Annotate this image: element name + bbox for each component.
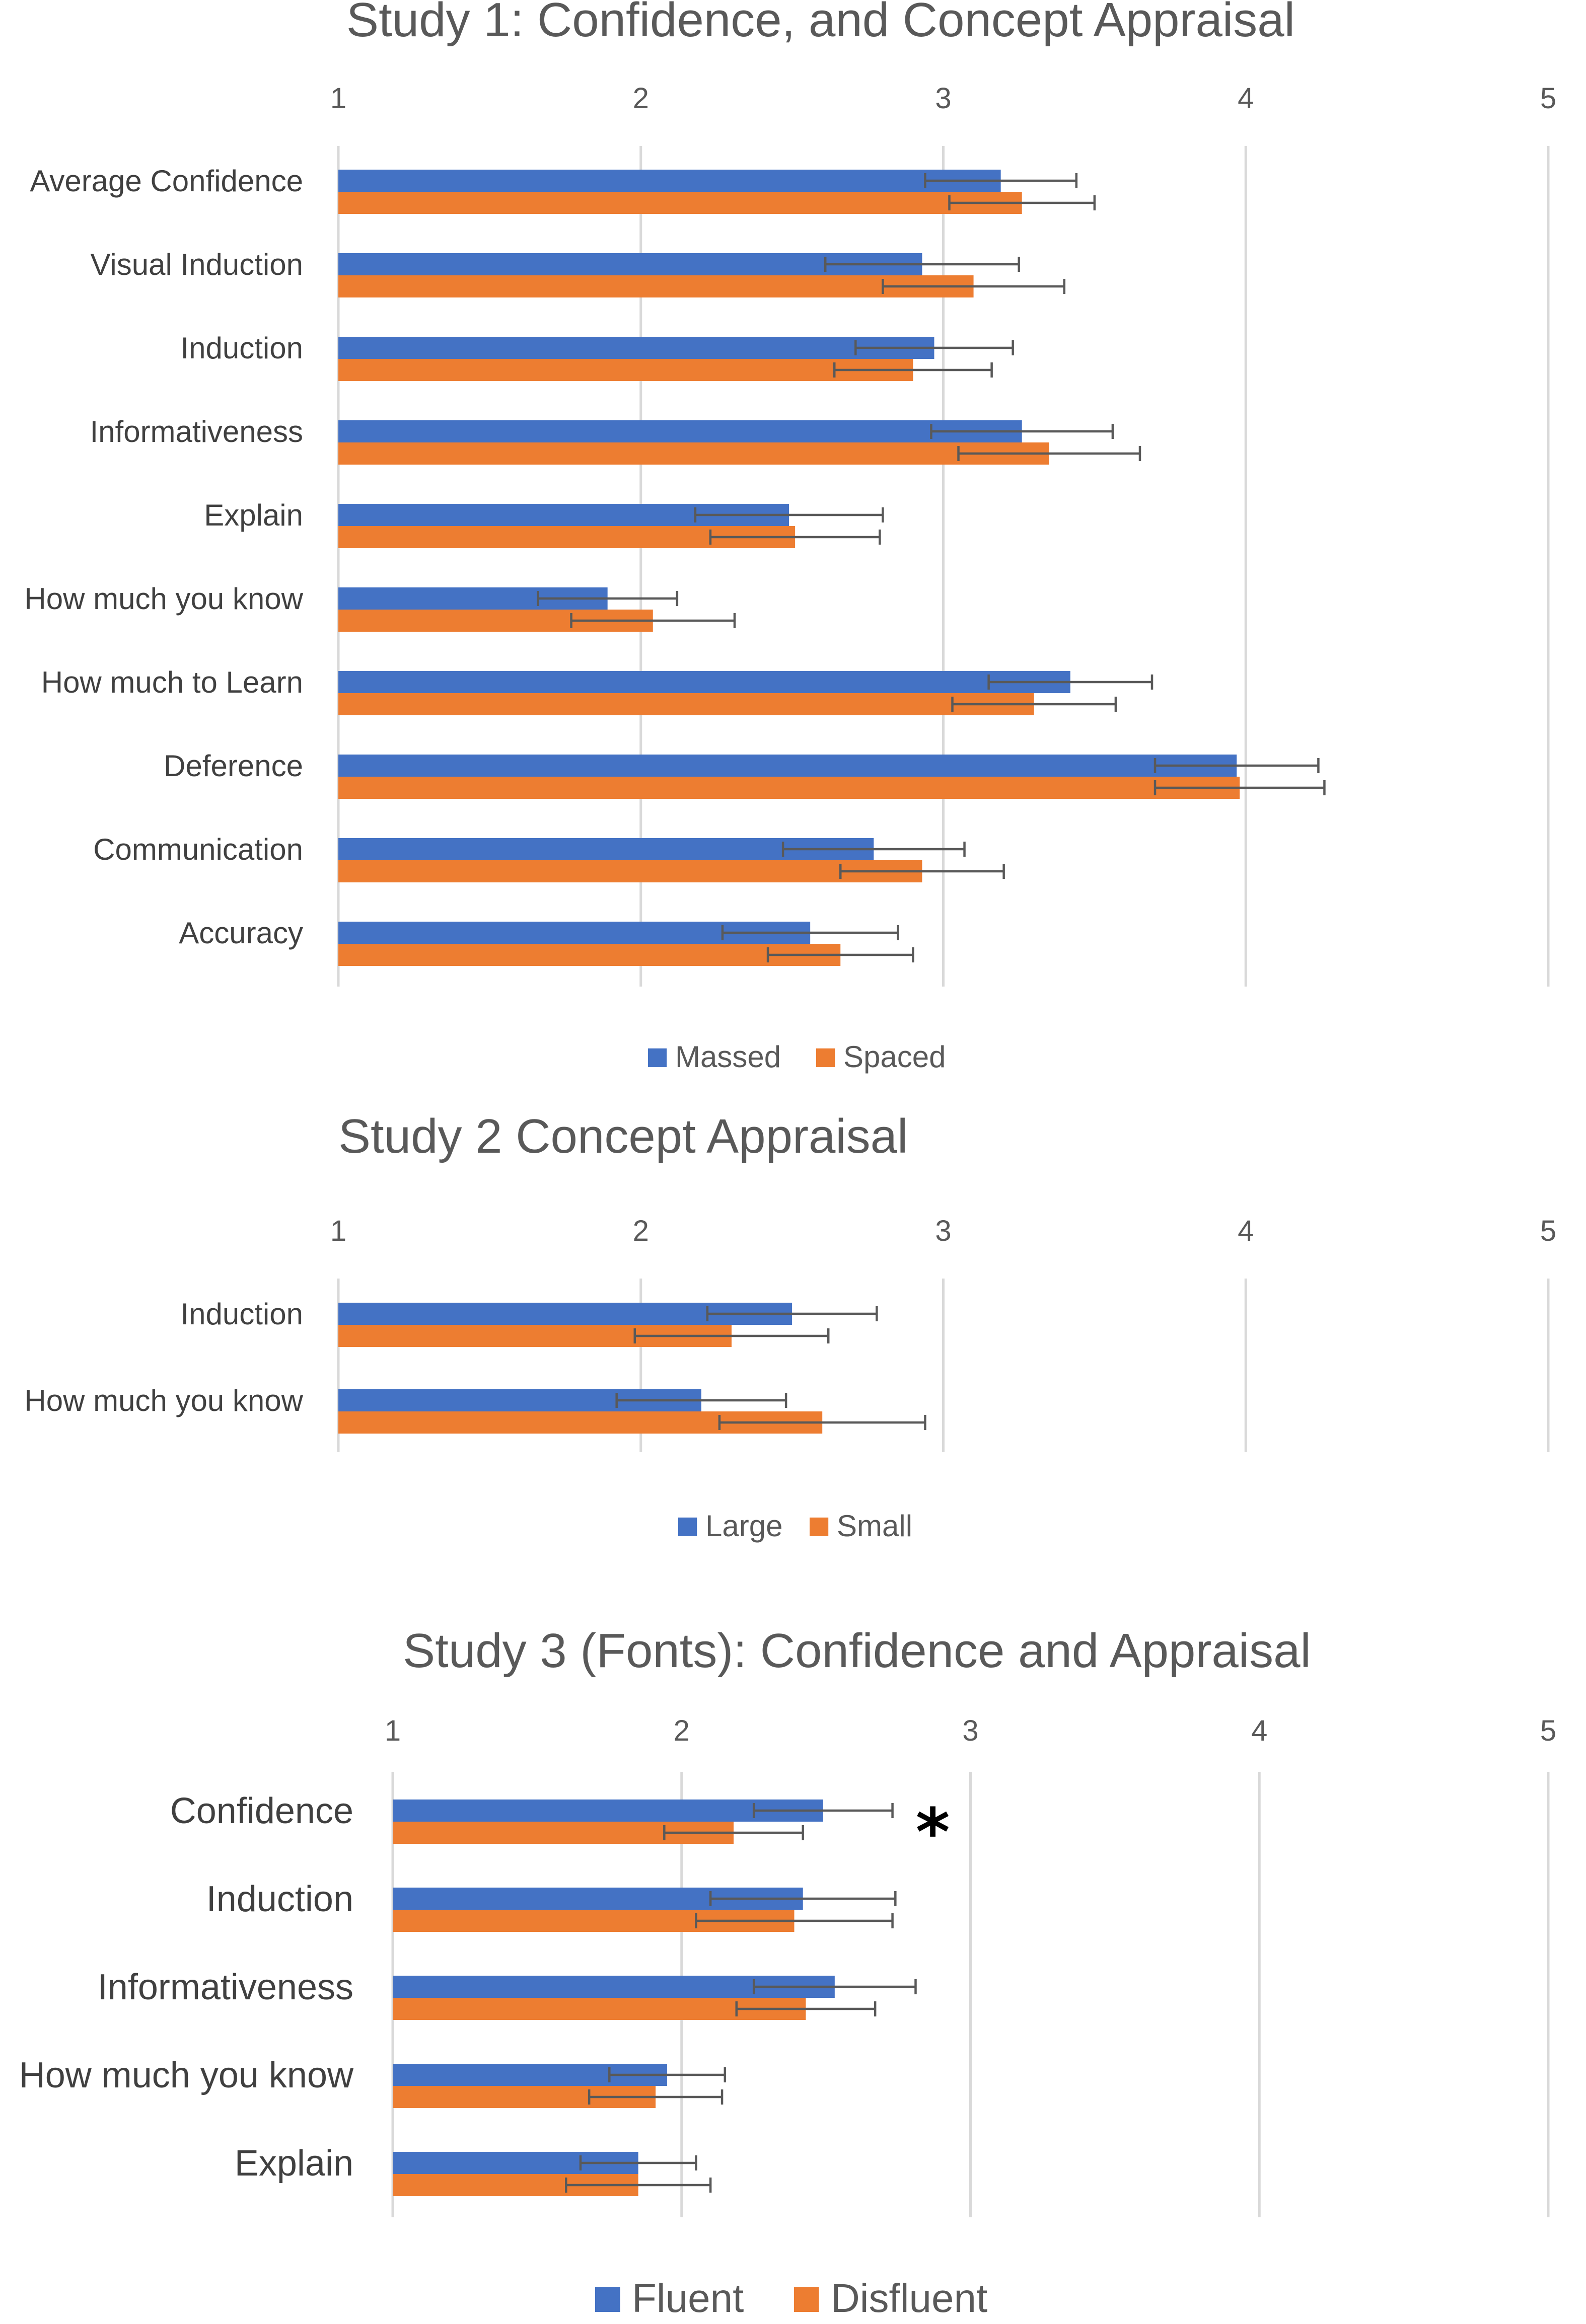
legend-label: Disfluent: [831, 2276, 987, 2320]
category-label: Communication: [93, 833, 303, 866]
category-label: Induction: [206, 1879, 353, 1919]
category-label: How much you know: [24, 1384, 303, 1417]
legend-swatch-disfluent: [794, 2287, 819, 2312]
bar-massed: [338, 420, 1022, 442]
category-label: Deference: [164, 749, 303, 783]
bar-spaced: [338, 693, 1034, 715]
bar-fluent: [393, 1800, 823, 1822]
category-label: Accuracy: [179, 916, 303, 950]
category-label: Explain: [204, 498, 303, 532]
category-label: Confidence: [170, 1791, 353, 1831]
category-label: How much to Learn: [41, 665, 303, 699]
chart-title: Study 3 (Fonts): Confidence and Appraisa…: [403, 1624, 1311, 1678]
category-label: Average Confidence: [30, 164, 303, 198]
x-tick-label: 5: [1540, 1215, 1556, 1247]
legend-swatch-spaced: [816, 1048, 835, 1067]
legend-label: Small: [837, 1509, 912, 1543]
x-tick-label: 4: [1238, 1215, 1254, 1247]
category-label: How much you know: [19, 2055, 354, 2095]
x-tick-label: 5: [1540, 82, 1556, 115]
bar-massed: [338, 755, 1237, 777]
legend-label: Fluent: [632, 2276, 744, 2320]
legend-swatch-fluent: [595, 2287, 620, 2312]
category-label: Visual Induction: [90, 248, 303, 281]
bar-spaced: [338, 442, 1049, 465]
bar-spaced: [338, 192, 1022, 214]
legend-swatch-small: [810, 1517, 829, 1536]
category-label: How much you know: [24, 582, 303, 616]
category-label: Explain: [235, 2143, 353, 2184]
x-tick-label: 4: [1238, 82, 1254, 115]
category-label: Informativeness: [90, 415, 303, 448]
x-tick-label: 1: [330, 82, 346, 115]
bar-massed: [338, 671, 1070, 693]
x-tick-label: 5: [1540, 1714, 1556, 1747]
chart-title: Study 1: Confidence, and Concept Apprais…: [346, 0, 1295, 47]
x-tick-label: 4: [1251, 1714, 1267, 1747]
category-label: Informativeness: [98, 1967, 353, 2007]
category-label: Induction: [180, 1297, 303, 1331]
bar-spaced: [338, 275, 974, 297]
chart-panel-2: Study 2 Concept Appraisal 1 2 3 4 5 Induction H…: [24, 1109, 1556, 1543]
category-label: Induction: [180, 331, 303, 365]
x-tick-label: 1: [330, 1215, 346, 1247]
chart-panel-1: Study 1: Confidence, and Concept Apprais…: [24, 0, 1556, 1074]
significance-marker: *: [916, 1794, 950, 1870]
legend-label: Large: [705, 1509, 782, 1543]
x-tick-label: 2: [633, 82, 649, 115]
x-tick-label: 2: [633, 1215, 649, 1247]
legend-label: Massed: [675, 1040, 781, 1074]
legend-label: Spaced: [843, 1040, 946, 1074]
legend-swatch-large: [678, 1517, 697, 1536]
bar-spaced: [338, 860, 922, 882]
chart-title: Study 2 Concept Appraisal: [338, 1109, 908, 1163]
bar-massed: [338, 170, 1001, 192]
bar-massed: [338, 337, 934, 359]
x-tick-label: 1: [385, 1714, 401, 1747]
bar-spaced: [338, 944, 841, 966]
x-tick-label: 3: [962, 1714, 978, 1747]
x-tick-label: 3: [935, 82, 951, 115]
legend-swatch-massed: [648, 1048, 667, 1067]
x-tick-label: 2: [674, 1714, 690, 1747]
bar-spaced: [338, 359, 913, 381]
x-tick-label: 3: [935, 1215, 951, 1247]
bar-spaced: [338, 777, 1240, 799]
chart-panel-3: Study 3 (Fonts): Confidence and Appraisa…: [19, 1624, 1556, 2320]
